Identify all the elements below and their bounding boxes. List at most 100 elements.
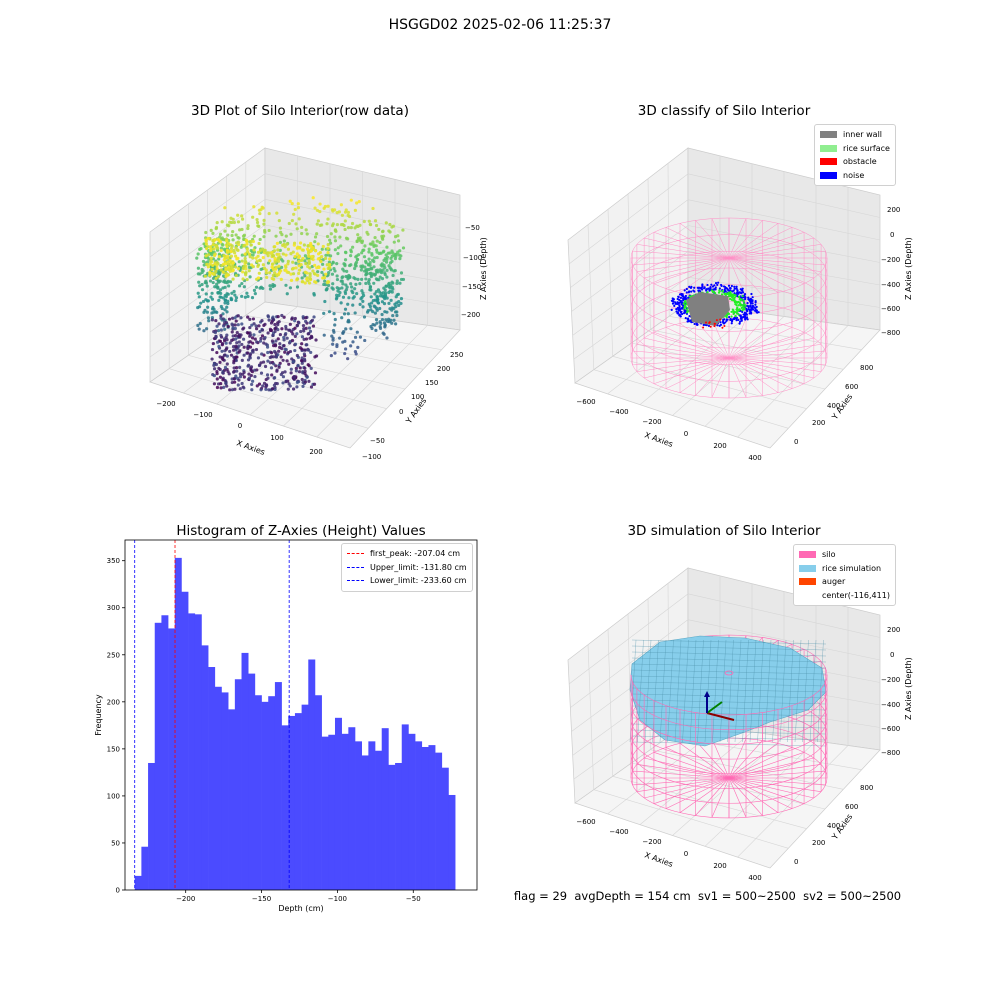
classify-point (744, 304, 747, 307)
raw-data-point (367, 302, 371, 306)
raw-data-point (324, 272, 328, 276)
raw-data-point (355, 330, 359, 334)
raw-data-point (362, 315, 367, 319)
raw-data-point (277, 349, 281, 353)
raw-data-point (229, 249, 234, 254)
raw-data-point (216, 274, 220, 279)
legend-item: inner wall (820, 128, 890, 142)
raw-data-point (196, 323, 200, 328)
raw-data-point (401, 246, 406, 250)
raw-data-point (225, 250, 230, 255)
raw-data-point (219, 268, 223, 272)
simulation-plot-title: 3D simulation of Silo Interior (627, 523, 821, 539)
raw-data-point (274, 364, 278, 368)
raw-data-point (300, 377, 304, 382)
raw-data-point (214, 318, 218, 323)
histogram-bar (194, 614, 202, 890)
raw-data-point (206, 316, 211, 320)
classify-point (682, 302, 685, 305)
classify-point (739, 304, 742, 307)
raw-data-point (322, 276, 327, 280)
raw-data-point (340, 213, 344, 217)
raw-data-point (266, 315, 271, 319)
raw-data-point (333, 323, 337, 327)
raw-data-point (379, 251, 383, 255)
classify-point (729, 290, 732, 294)
raw-data-point (221, 378, 225, 382)
raw-data-point (396, 239, 401, 243)
raw-data-point (231, 370, 236, 374)
raw-data-point (356, 345, 360, 350)
raw-data-point (350, 289, 354, 293)
raw-data-point (241, 270, 245, 274)
raw-data-point (234, 355, 238, 359)
legend-item: silo (799, 548, 890, 562)
raw-data-point (303, 371, 307, 376)
surface-mesh-line (631, 657, 827, 663)
histogram-bar (401, 724, 409, 890)
raw-data-point (231, 334, 235, 338)
classify-point (733, 285, 736, 288)
raw-data-point (231, 263, 235, 268)
raw-data-point (371, 240, 375, 244)
raw-data-point (370, 301, 374, 305)
raw-data-point (277, 320, 281, 324)
raw-data-point (384, 221, 388, 225)
classify-point (687, 320, 691, 323)
raw-data-point (219, 248, 223, 253)
raw-data-point (208, 262, 212, 266)
raw-data-point (383, 266, 387, 270)
raw-data-point (214, 335, 218, 339)
raw-data-point (220, 356, 224, 360)
raw-data-point (375, 295, 379, 299)
classify-xtick: −600 (576, 398, 595, 406)
raw-data-point (394, 322, 398, 326)
raw-data-point (338, 336, 342, 340)
raw-data-point (310, 254, 314, 259)
raw-data-point (358, 282, 362, 286)
raw-data-point (335, 295, 339, 300)
raw-data-point (339, 203, 343, 207)
classify-point (727, 284, 731, 287)
raw-data-point (335, 274, 339, 278)
raw-data-point (262, 235, 266, 239)
classify-zlabel: Z Axies (Depth) (904, 237, 913, 300)
raw-data-point (354, 282, 358, 287)
raw-data-point (337, 210, 341, 214)
raw-data-point (386, 251, 390, 255)
raw-data-point (241, 234, 246, 238)
classify-point (754, 301, 757, 304)
raw-data-point (277, 264, 281, 268)
raw-data-point (247, 340, 251, 344)
raw-data-point (364, 281, 368, 286)
classify-point (735, 319, 738, 322)
classify-point (738, 320, 742, 323)
raw-data-point (261, 286, 265, 291)
raw-data-point (205, 310, 209, 314)
raw-data-point (291, 272, 296, 276)
raw-data-point (387, 320, 392, 324)
raw-data-point (343, 307, 348, 311)
legend-swatch (799, 564, 816, 572)
raw-data-point (236, 213, 240, 217)
raw-data-point (341, 275, 345, 279)
raw-data-point (273, 260, 277, 264)
legend-label: silo (822, 550, 836, 559)
raw-data-point (349, 254, 353, 258)
raw-data-point (353, 226, 357, 230)
raw-data-point (344, 347, 348, 351)
raw-data-point (216, 279, 220, 283)
raw-data-point (311, 196, 315, 200)
raw-data-point (227, 267, 231, 272)
raw-data-point (349, 327, 353, 331)
classify-point (714, 281, 718, 285)
classify-point (718, 287, 722, 290)
raw-data-point (303, 270, 307, 274)
raw-data-point (230, 380, 234, 385)
raw-data-point (283, 245, 287, 249)
raw-data-point (340, 279, 344, 283)
classify-ztick: −600 (881, 305, 900, 313)
raw-data-point (331, 336, 335, 340)
raw-data-point (336, 289, 340, 293)
raw-data-point (264, 387, 268, 391)
